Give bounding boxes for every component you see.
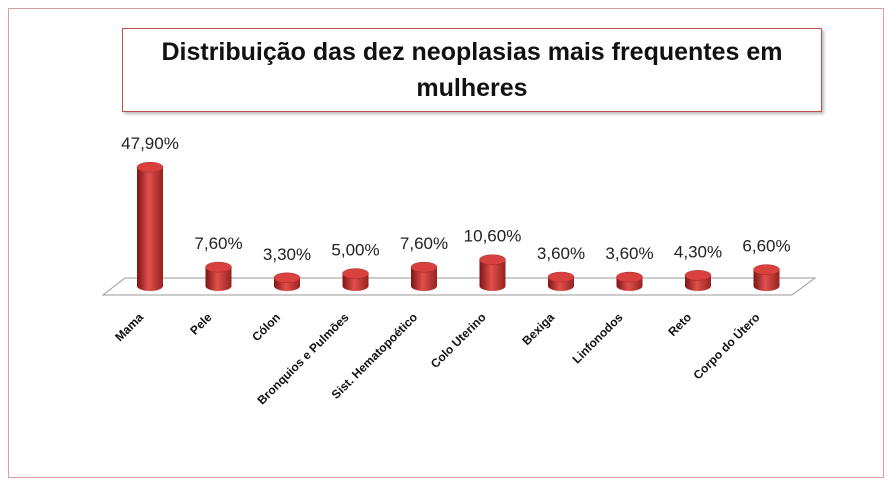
cylinder-top [616, 271, 643, 283]
cylinder-top [547, 271, 575, 283]
chart-border [8, 8, 884, 478]
cylinder-body [479, 259, 506, 291]
value-label: 6,60% [742, 237, 790, 256]
value-label: 7,60% [400, 234, 448, 253]
x-tick-label: Mama [112, 310, 146, 344]
x-tick-label: Linfonodos [570, 310, 626, 366]
value-label: 10,60% [464, 227, 522, 246]
value-label: 3,30% [263, 245, 311, 264]
value-label: 5,00% [331, 241, 379, 260]
value-label: 4,30% [674, 242, 722, 261]
cylinder-top [684, 270, 712, 281]
value-label: 7,60% [194, 234, 242, 253]
x-tick-label: Reto [665, 310, 694, 339]
x-tick-label: Cólon [249, 310, 283, 344]
cylinder-top [273, 272, 301, 284]
value-label: 3,60% [537, 244, 585, 263]
x-tick-label: Pele [187, 310, 215, 338]
cylinder-top [410, 261, 438, 273]
cylinder-top [205, 261, 232, 273]
cylinder-body [753, 269, 780, 291]
value-label: 3,60% [605, 244, 653, 263]
x-tick-label: Colo Uterino [428, 310, 489, 371]
cylinder-top [136, 161, 164, 173]
x-tick-label: Corpo do Útero [690, 310, 763, 383]
chart-title: Distribuição das dez neoplasias mais fre… [122, 28, 822, 112]
x-tick-label: Bexiga [519, 310, 557, 348]
cylinder-top [479, 254, 506, 265]
cylinder-body [205, 267, 232, 291]
cylinder-top [342, 268, 369, 279]
value-label: 47,90% [121, 134, 179, 153]
cylinder-body [137, 167, 163, 291]
cylinder-top [753, 264, 780, 275]
cylinder-body [411, 267, 437, 291]
